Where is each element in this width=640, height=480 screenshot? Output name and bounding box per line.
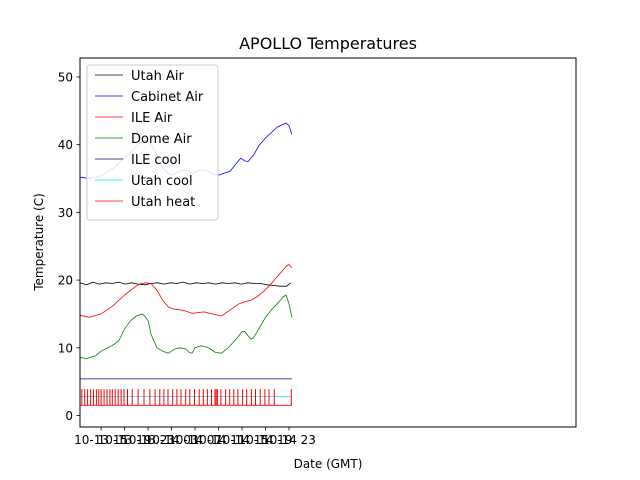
x-tick-label: 10-14 07: [168, 433, 222, 447]
legend: Utah Air Cabinet Air ILE Air Dome Air ILE co…: [86, 64, 219, 221]
x-tick-label: 10-14 23: [262, 433, 316, 447]
legend-label: Dome Air: [131, 132, 192, 147]
y-tick-label: 30: [58, 206, 73, 220]
legend-label: ILE cool: [131, 153, 181, 168]
legend-label: Utah Air: [131, 69, 184, 84]
x-tick-label: 10-14 15: [215, 433, 269, 447]
series-line-ile-air: [79, 264, 293, 318]
x-tick-label: 10-13 15: [74, 433, 128, 447]
x-tick-label: 10-13 23: [121, 433, 175, 447]
y-tick-label: 10: [58, 341, 73, 355]
legend-box: [86, 64, 219, 221]
x-tick-label: 10-14 03: [145, 433, 199, 447]
x-tick-label: 10-14 11: [192, 433, 246, 447]
y-tick-label: 0: [65, 409, 73, 423]
legend-label: Utah cool: [131, 174, 193, 189]
x-tick-label: 10-13 19: [98, 433, 152, 447]
y-tick-label: 40: [58, 138, 73, 152]
plot-area-frame: [79, 57, 577, 428]
y-tick-label: 20: [58, 274, 73, 288]
x-axis-label: Date (GMT): [294, 457, 363, 471]
y-axis-label: Temperature (C): [32, 193, 46, 292]
y-tick-label: 50: [58, 70, 73, 84]
legend-label: ILE Air: [131, 111, 173, 126]
x-tick-label: 10-14 19: [239, 433, 293, 447]
series-line-utah-air: [79, 281, 291, 287]
chart-title: APOLLO Temperatures: [239, 34, 417, 53]
legend-label: Utah heat: [131, 195, 195, 210]
series-line-dome-air: [79, 294, 293, 360]
legend-label: Cabinet Air: [131, 90, 204, 105]
y-axis: 0 10 20 30 40 50: [58, 70, 80, 423]
